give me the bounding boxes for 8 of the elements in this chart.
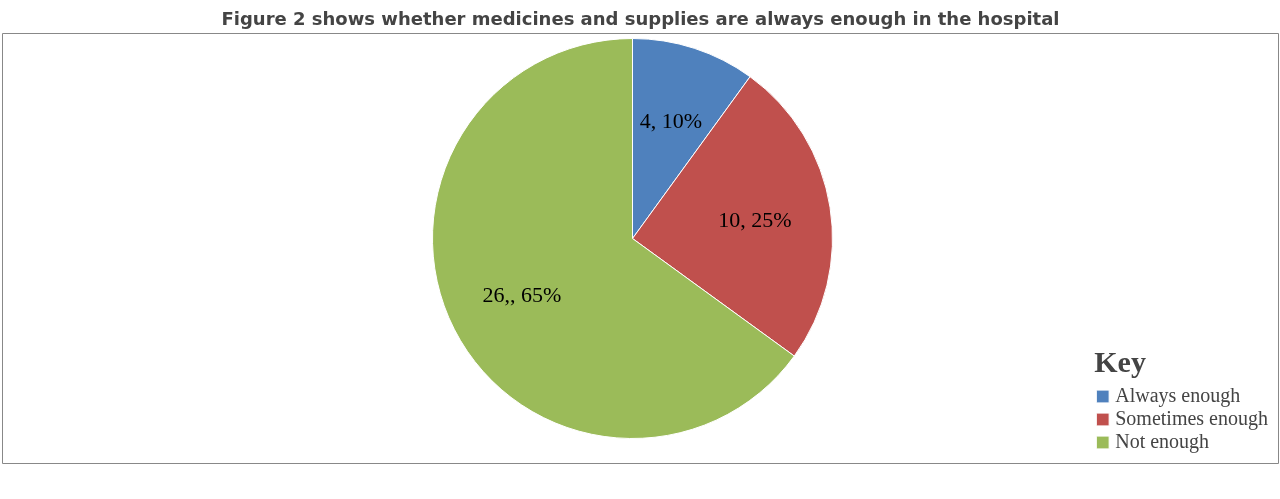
data-label: 26,, 65% <box>482 282 562 308</box>
chart-title: Figure 2 shows whether medicines and supplies are always enough in the hospital <box>221 7 1060 29</box>
data-label: 10, 25% <box>718 206 792 232</box>
data-label: 4, 10% <box>639 108 702 134</box>
legend-label: Sometimes enough <box>1115 407 1268 430</box>
legend-label: Always enough <box>1115 384 1241 407</box>
legend-label: Not enough <box>1115 430 1210 453</box>
legend-title: Key <box>1094 345 1147 379</box>
